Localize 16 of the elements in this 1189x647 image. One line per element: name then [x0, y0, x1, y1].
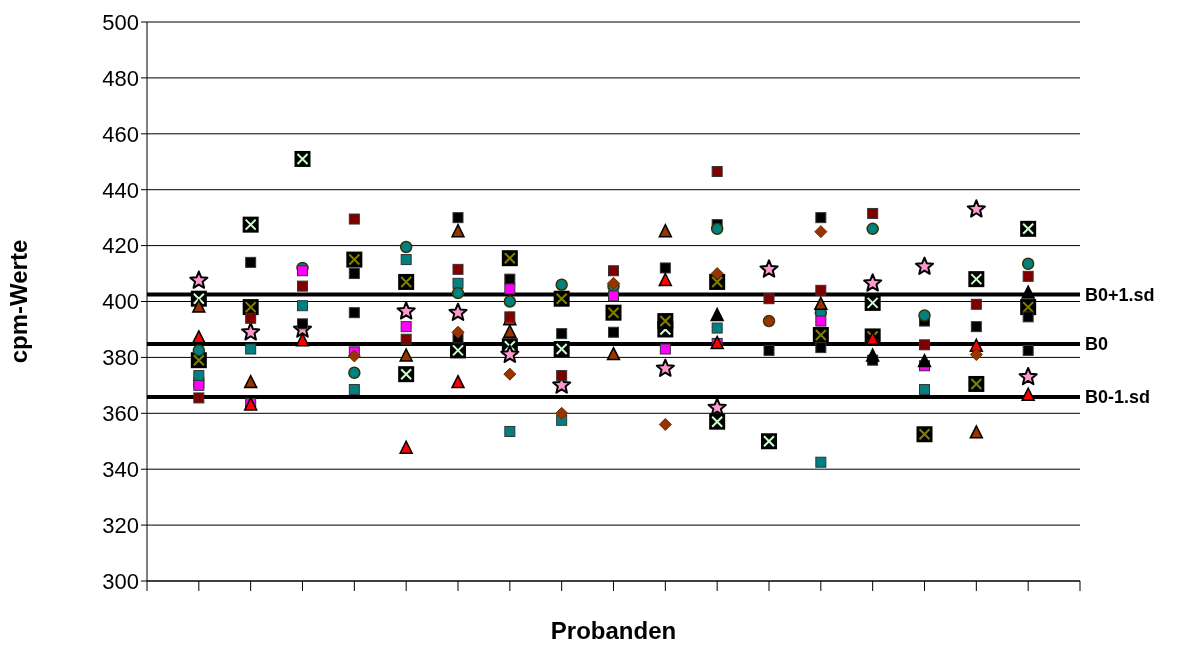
ref-line-label: B0-1.sd: [1085, 387, 1151, 408]
y-tick-label: 440: [102, 177, 139, 203]
y-tick-label: 360: [102, 401, 139, 427]
y-tick-label: 400: [102, 289, 139, 315]
y-tick-label: 420: [102, 233, 139, 259]
ref-line-label: B0: [1085, 334, 1109, 355]
y-axis-title: cpm-Werte: [4, 239, 32, 364]
y-tick-label: 300: [102, 568, 139, 594]
y-tick-label: 460: [102, 121, 139, 147]
y-tick-label: 480: [102, 65, 139, 91]
y-tick-label: 340: [102, 457, 139, 483]
x-axis-title: Probanden: [550, 617, 677, 644]
y-tick-label: 380: [102, 345, 139, 371]
ref-line-label: B0+1.sd: [1085, 284, 1155, 305]
y-tick-label: 320: [102, 512, 139, 538]
y-tick-label: 500: [102, 9, 139, 35]
